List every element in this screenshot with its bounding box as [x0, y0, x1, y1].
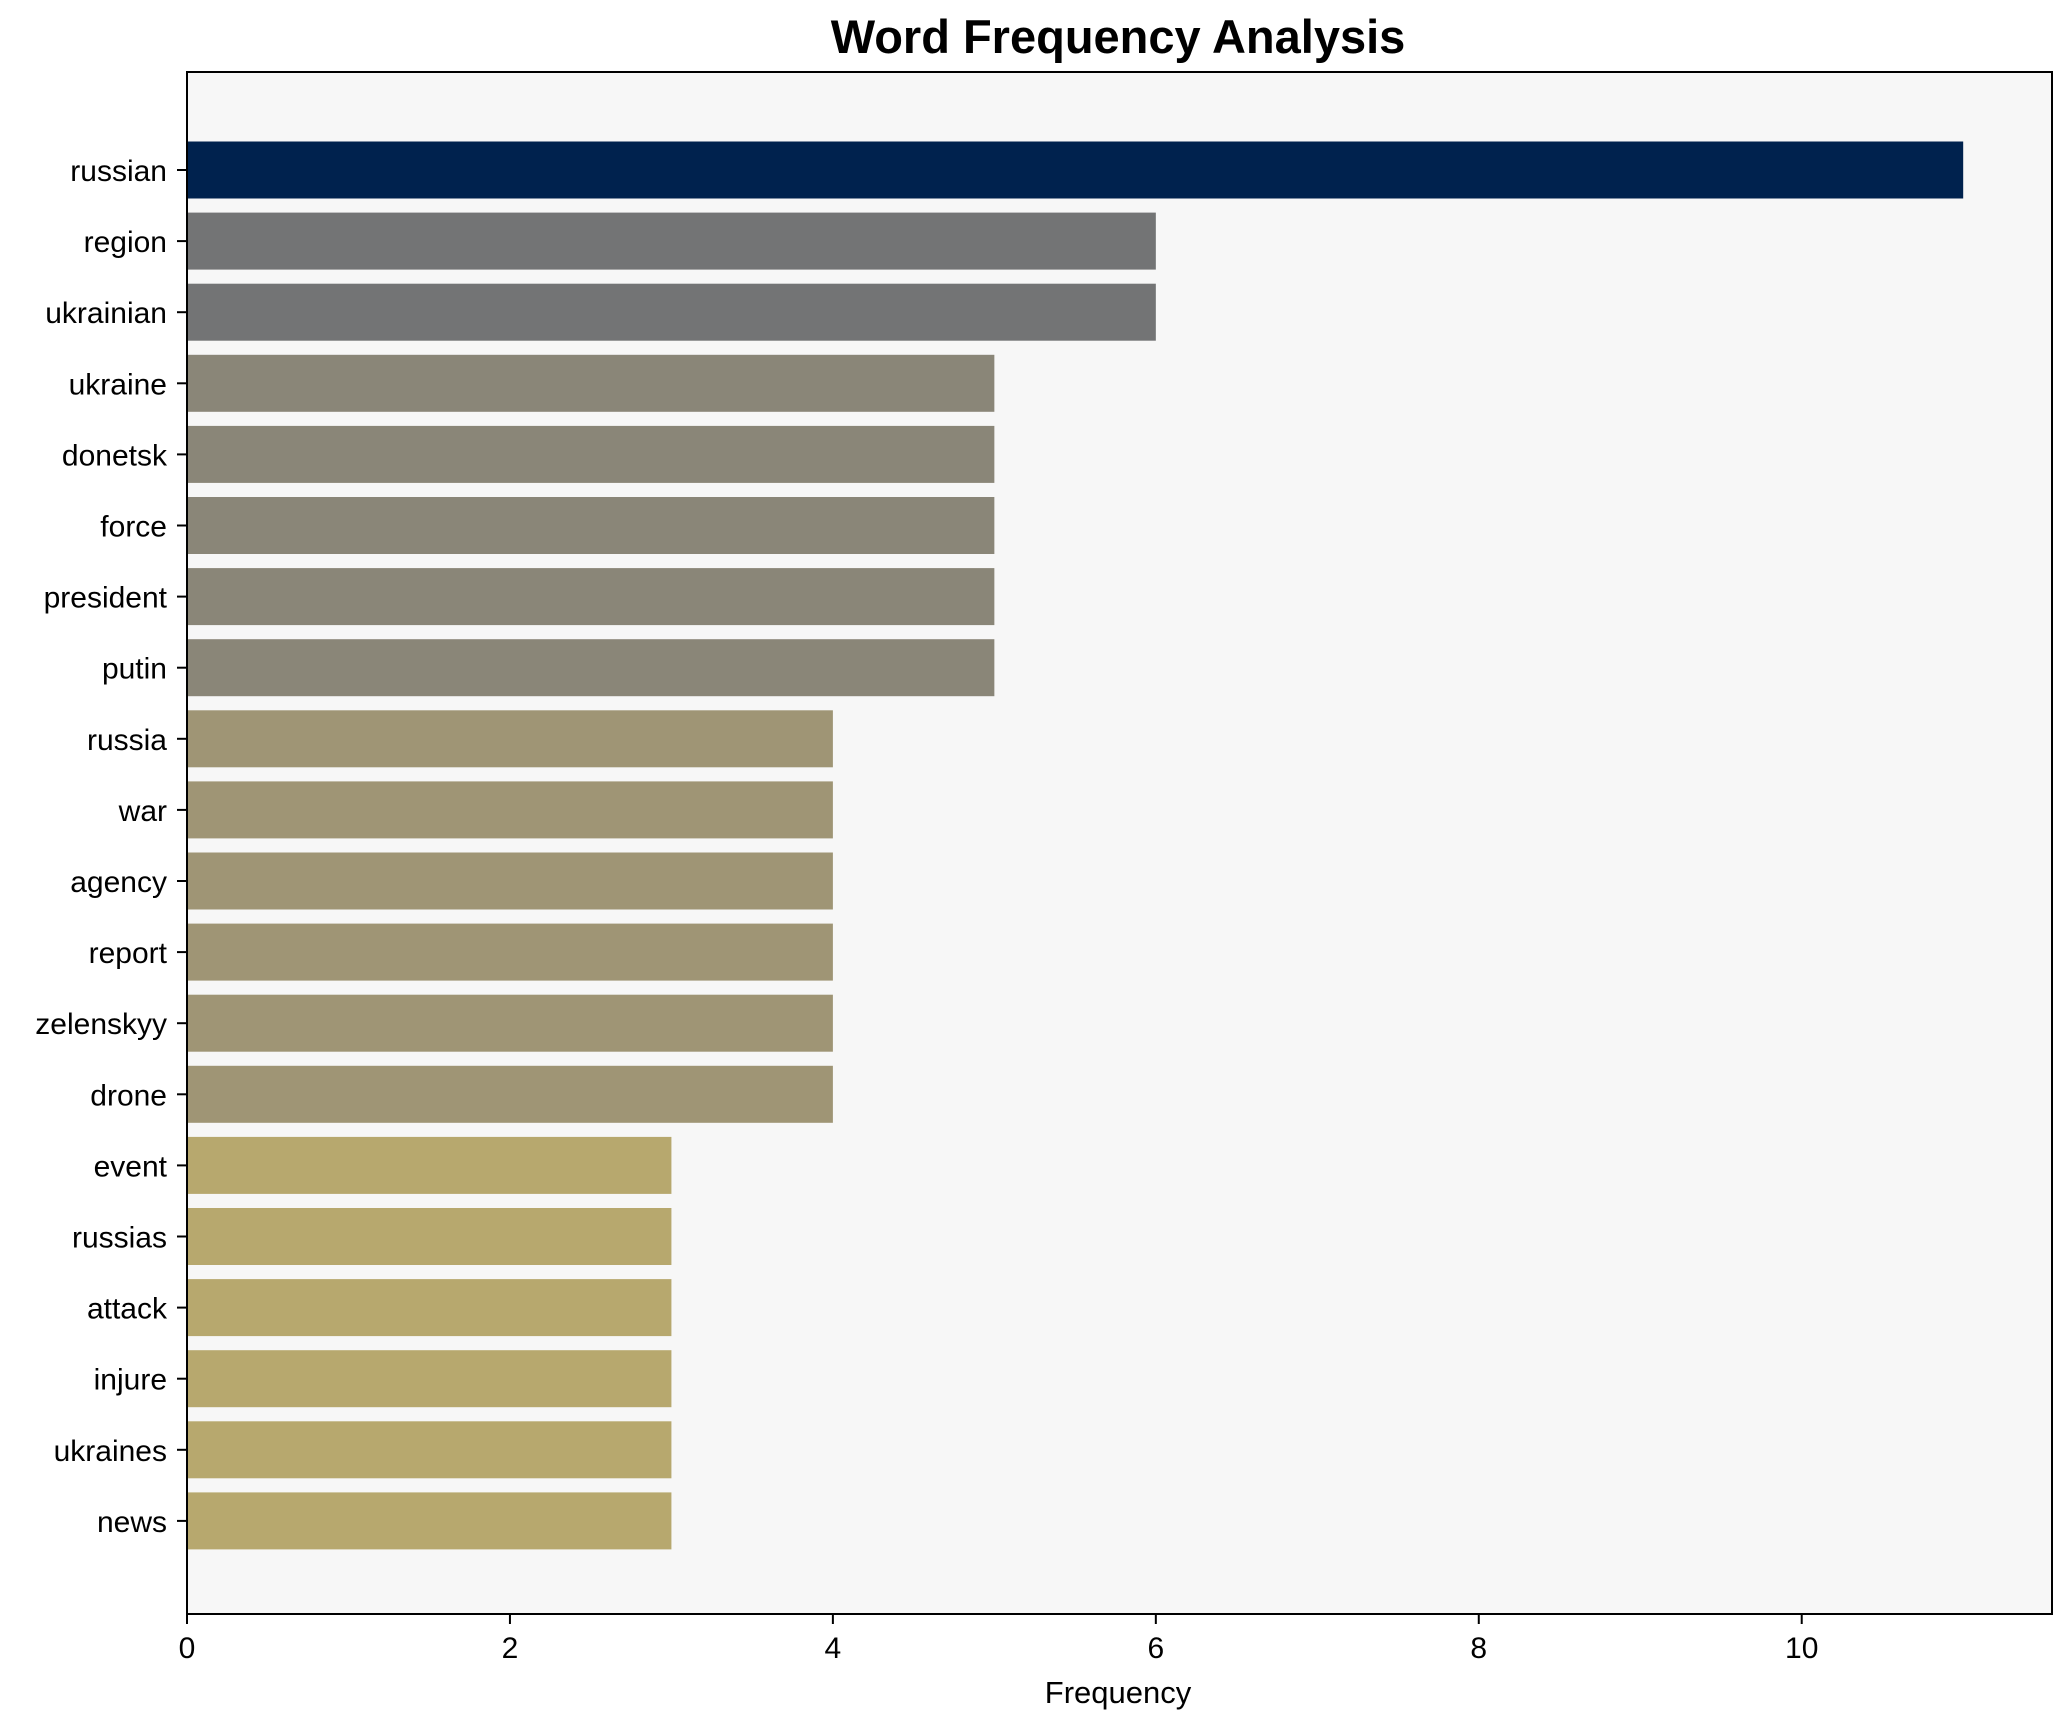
y-tick-label: donetsk	[62, 439, 168, 472]
bar-region	[187, 212, 1156, 270]
bar-russia	[187, 710, 833, 768]
bar-agency	[187, 852, 833, 910]
y-tick-label: drone	[90, 1079, 167, 1112]
bar-force	[187, 497, 995, 554]
chart-title: Word Frequency Analysis	[831, 10, 1406, 63]
y-tick-label: ukrainian	[45, 297, 167, 330]
y-tick-label: ukraines	[54, 1435, 167, 1468]
bar-ukraine	[187, 354, 995, 412]
bar-russian	[187, 141, 1964, 199]
x-tick-label: 10	[1785, 1632, 1818, 1665]
bars-group	[187, 141, 1964, 1550]
bar-attack	[187, 1279, 672, 1337]
y-tick-label: president	[44, 582, 168, 615]
bar-injure	[187, 1350, 672, 1408]
y-tick-label: event	[94, 1150, 168, 1183]
y-axis-ticks: russian region ukrainian ukraine donetsk forc…	[35, 155, 187, 1539]
bar-drone	[187, 1065, 833, 1123]
x-tick-label: 6	[1147, 1632, 1164, 1665]
y-tick-label: attack	[87, 1293, 168, 1326]
x-tick-label: 4	[825, 1632, 842, 1665]
y-tick-label: zelenskyy	[35, 1008, 167, 1041]
bar-ukrainian	[187, 283, 1156, 341]
x-axis-label: Frequency	[1045, 1675, 1192, 1710]
x-tick-label: 0	[179, 1632, 196, 1665]
x-tick-label: 8	[1470, 1632, 1487, 1665]
y-tick-label: region	[84, 226, 167, 259]
bar-ukraines	[187, 1421, 672, 1479]
bar-war	[187, 781, 833, 839]
y-tick-label: news	[97, 1506, 167, 1539]
x-axis-ticks: 0 2 4 6 8 10	[179, 1614, 1818, 1665]
bar-donetsk	[187, 425, 995, 483]
plot-frame	[186, 71, 2053, 1615]
y-tick-label: ukraine	[69, 368, 167, 401]
bar-zelenskyy	[187, 994, 833, 1052]
bar-president	[187, 568, 995, 626]
bar-russias	[187, 1208, 672, 1265]
y-tick-label: injure	[94, 1364, 167, 1397]
bar-event	[187, 1136, 672, 1194]
y-tick-label: agency	[70, 866, 167, 899]
y-tick-label: putin	[102, 653, 167, 686]
y-tick-label: report	[89, 937, 168, 970]
bar-news	[187, 1492, 672, 1550]
bar-putin	[187, 639, 995, 697]
y-tick-label: russian	[70, 155, 167, 188]
x-tick-label: 2	[502, 1632, 519, 1665]
y-tick-label: force	[100, 511, 167, 544]
y-tick-label: russias	[72, 1222, 167, 1255]
bar-report	[187, 923, 833, 981]
y-tick-label: russia	[87, 724, 167, 757]
y-tick-label: war	[118, 795, 167, 828]
